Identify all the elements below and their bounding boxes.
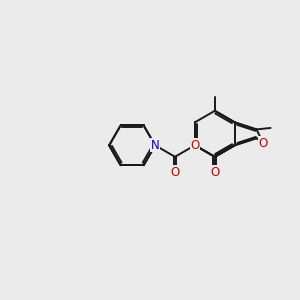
Text: O: O xyxy=(210,166,219,178)
Text: O: O xyxy=(190,139,200,152)
Text: O: O xyxy=(259,136,268,150)
Text: O: O xyxy=(170,166,180,178)
Text: N: N xyxy=(151,139,160,152)
